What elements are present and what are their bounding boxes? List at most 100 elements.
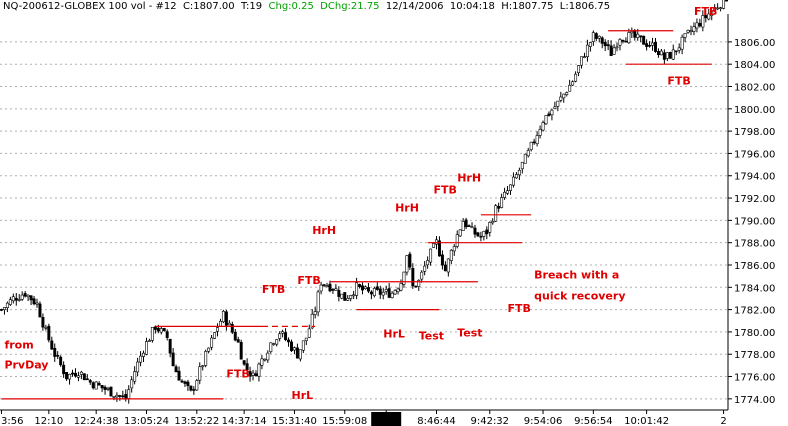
price-bar [275,339,279,345]
price-bar [550,109,554,116]
price-bar [239,341,243,360]
price-bar [168,338,172,354]
y-tick-label: 1786.00 [734,261,775,272]
price-bar [216,327,219,332]
price-bar [272,343,276,345]
price-bar [313,311,317,315]
x-tick-label: 14:37:14 [222,416,267,426]
price-bar [325,285,329,288]
price-bar [127,389,131,399]
price-bar [322,284,326,286]
price-bar [100,385,104,389]
price-bar [230,324,234,333]
y-axis: 1774.00 1776.00 1778.00 1780.00 1782.00 1784.… [727,14,775,410]
price-bar [582,56,586,58]
price-bar [79,371,83,375]
price-bar [553,106,557,109]
price-bar [281,331,285,334]
price-bar [56,355,60,357]
price-bar [624,40,628,43]
price-bar [171,352,175,367]
price-bar [399,283,403,291]
price-bar [355,282,359,296]
annotation-label: PrvDay [4,359,48,372]
price-bar [683,33,687,38]
header-ticks: T:19 [241,1,263,12]
annotation-label: Breach with a [534,268,619,281]
price-bar [227,322,231,326]
price-bar [562,93,566,99]
price-bar [23,293,27,297]
price-bar [44,327,48,329]
x-tick-label: 15:59:08 [322,416,367,426]
price-bar [535,135,539,144]
price-bar [565,92,569,95]
price-bar [97,383,101,386]
price-bar [591,32,595,42]
price-bar [704,15,708,19]
price-bar [284,332,288,341]
price-bar [310,313,314,329]
price-bar [2,307,6,310]
price-bar [511,176,515,186]
header-close: C:1807.00 [182,1,235,12]
y-tick-label: 1794.00 [734,172,775,183]
price-bar [671,49,675,60]
price-bar [260,358,264,366]
price-bar [443,264,447,272]
price-bar [636,33,640,38]
price-bar [118,395,122,397]
annotation-label: FTB [434,184,457,197]
price-bar [517,169,521,176]
price-bar [491,221,495,224]
annotation-label: FTB [262,283,285,296]
price-bar [713,7,717,11]
price-bar [659,50,663,56]
price-bar [559,96,563,101]
x-tick-label: 2 [720,416,726,426]
annotation-label: FTB [297,274,320,287]
price-bar [301,340,305,351]
annotation-label: from [4,339,33,352]
price-bar [662,52,666,60]
price-bar [503,191,507,198]
x-tick-label: 13:52:22 [174,416,219,426]
price-bar [136,361,140,373]
annotation-label: Test [457,326,482,339]
price-bar [340,293,344,299]
price-bar [8,299,12,305]
price-bar [642,35,646,45]
header-date: 12/14/2006 [385,1,444,12]
price-bar [11,296,15,302]
header-high: H:1807.75 [501,1,554,12]
price-bar [236,339,240,343]
x-tick-label: 12:24:38 [74,416,119,426]
header-symbol: NQ-200612-GLOBEX 100 vol - #12 [3,1,177,12]
price-bar [53,347,57,357]
price-bar [257,363,261,377]
annotation-label: HrH [312,224,336,237]
annotation-label: Test [419,330,444,343]
price-bar [68,373,72,380]
price-bar [668,52,672,59]
price-bar [532,141,536,144]
price-bar [538,128,542,136]
price-bar [725,0,729,2]
price-bar [568,84,572,92]
price-bar [213,332,217,339]
price-bar [686,30,690,33]
price-bar [429,248,433,263]
price-bar [473,227,477,235]
price-bar [452,246,456,252]
price-bar [405,255,409,273]
price-bar [62,364,66,375]
price-bar [233,331,237,341]
price-bar [692,26,696,32]
price-bar [109,386,113,397]
price-bar [414,285,418,288]
price-bar [218,320,222,327]
price-bar [541,122,545,131]
price-bar [248,371,252,377]
price-bar [331,289,335,291]
